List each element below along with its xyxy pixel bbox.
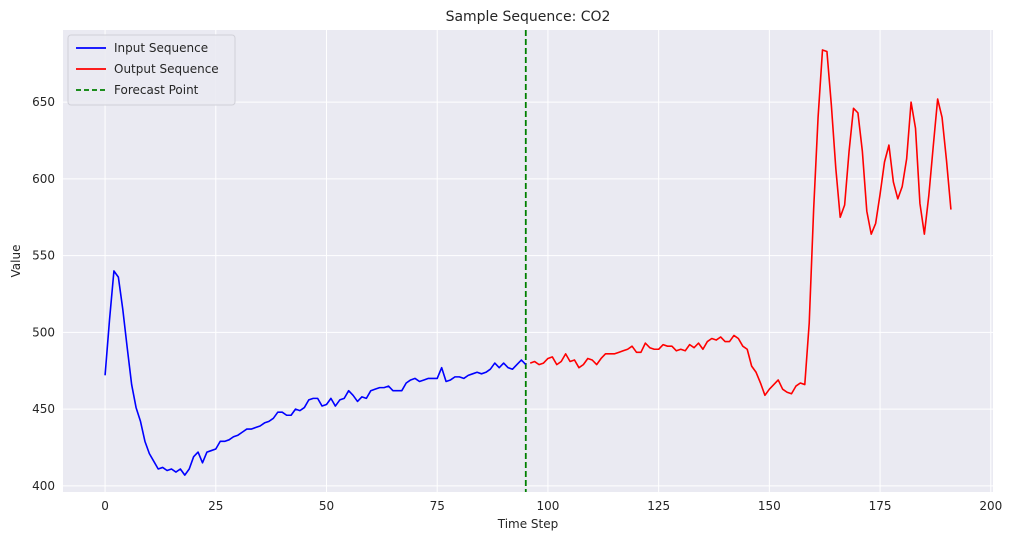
x-tick-label: 25: [208, 499, 223, 513]
series-lines: [104, 49, 952, 476]
x-tick-label: 125: [647, 499, 670, 513]
y-tick-label: 400: [32, 479, 55, 493]
y-tick-label: 600: [32, 172, 55, 186]
legend-box: [67, 34, 236, 106]
y-tick-label: 550: [32, 249, 55, 263]
y-tick-label: 500: [32, 325, 55, 339]
x-tick-label: 0: [101, 499, 109, 513]
x-tick-label: 75: [430, 499, 445, 513]
series-line-output-sequence: [529, 49, 952, 397]
y-axis-label: Value: [9, 245, 23, 278]
x-tick-label: 200: [979, 499, 1002, 513]
grid-lines: [63, 30, 993, 492]
legend-entry-label: Input Sequence: [114, 41, 208, 55]
series-line-input-sequence: [104, 270, 527, 476]
legend-entry-label: Output Sequence: [114, 62, 219, 76]
x-axis-ticks: 0 25 50 75 100 125 150 175 200: [101, 499, 1002, 513]
chart-title: Sample Sequence: CO2: [446, 9, 611, 25]
legend-entry-label: Forecast Point: [114, 83, 199, 97]
legend: Input Sequence Output Sequence Forecast Po…: [67, 34, 236, 106]
plot-background: [63, 30, 993, 492]
x-tick-label: 50: [319, 499, 334, 513]
x-axis-label: Time Step: [497, 517, 559, 531]
y-tick-label: 650: [32, 95, 55, 109]
y-axis-ticks: 400 450 500 550 600 650: [32, 95, 55, 493]
x-tick-label: 150: [758, 499, 781, 513]
x-tick-label: 100: [536, 499, 559, 513]
x-tick-label: 175: [869, 499, 892, 513]
y-tick-label: 450: [32, 402, 55, 416]
